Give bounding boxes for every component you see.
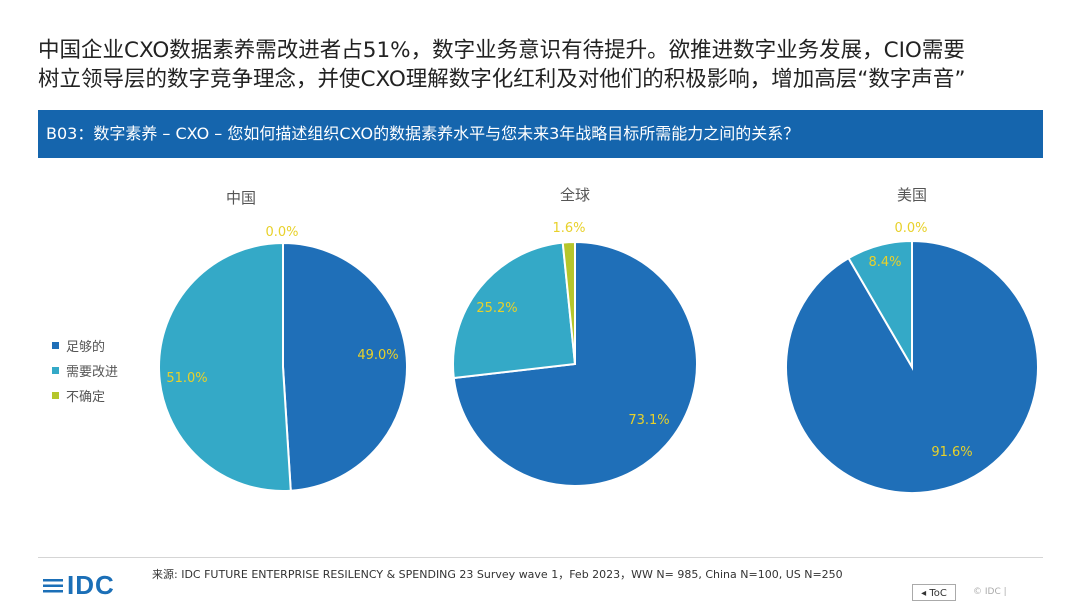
pie-slice-global-1 (452, 241, 577, 380)
copyright: © IDC | (973, 587, 1007, 597)
data-label-global-1: 25.2% (476, 301, 517, 316)
pie-slice-china-0 (282, 241, 408, 492)
legend-item: 不确定 (52, 383, 118, 408)
headline: 中国企业CXO数据素养需改进者占51%，数字业务意识有待提升。欲推进数字业务发展… (38, 36, 1048, 94)
legend-label: 足够的 (66, 340, 106, 355)
data-label-us-1: 8.4% (868, 255, 901, 270)
footer-divider (38, 557, 1043, 558)
headline-line-1: 中国企业CXO数据素养需改进者占51%，数字业务意识有待提升。欲推进数字业务发展… (38, 38, 965, 63)
pie-title-us: 美国 (896, 186, 927, 204)
toc-button[interactable]: ◂ ToC (912, 584, 956, 601)
pie-slice-china-1 (157, 241, 292, 492)
data-label-us-2: 0.0% (894, 221, 927, 236)
legend-swatch (52, 392, 59, 399)
legend-label: 不确定 (66, 390, 106, 405)
data-label-us-0: 91.6% (931, 445, 972, 460)
headline-line-2: 树立领导层的数字竞争理念，并使CXO理解数字化红利及对他们的积极影响，增加高层“… (38, 67, 966, 92)
legend-swatch (52, 367, 59, 374)
data-label-global-2: 1.6% (552, 221, 585, 236)
pie-title-global: 全球 (559, 186, 590, 204)
data-label-china-0: 49.0% (357, 348, 398, 363)
idc-logo-mark-icon (43, 578, 63, 592)
data-label-global-0: 73.1% (628, 413, 669, 428)
pie-slice-us-1 (847, 239, 913, 371)
legend-swatch (52, 342, 59, 349)
legend-item: 需要改进 (52, 358, 118, 383)
legend-label: 需要改进 (66, 365, 119, 380)
idc-logo-text: IDC (67, 570, 115, 600)
legend-item: 足够的 (52, 333, 118, 358)
pie-slice-global-2 (561, 240, 576, 365)
data-label-china-2: 0.0% (265, 225, 298, 240)
legend: 足够的 需要改进 不确定 (52, 333, 118, 408)
question-bar: B03：数字素养 – CXO – 您如何描述组织CXO的数据素养水平与您未来3年… (38, 110, 1043, 158)
pie-title-china: 中国 (225, 189, 256, 207)
idc-logo: IDC (43, 570, 115, 601)
source-note: 来源: IDC FUTURE ENTERPRISE RESILENCY & SP… (152, 568, 843, 581)
data-label-china-1: 51.0% (166, 371, 207, 386)
pie-slice-us-0 (785, 239, 1039, 494)
